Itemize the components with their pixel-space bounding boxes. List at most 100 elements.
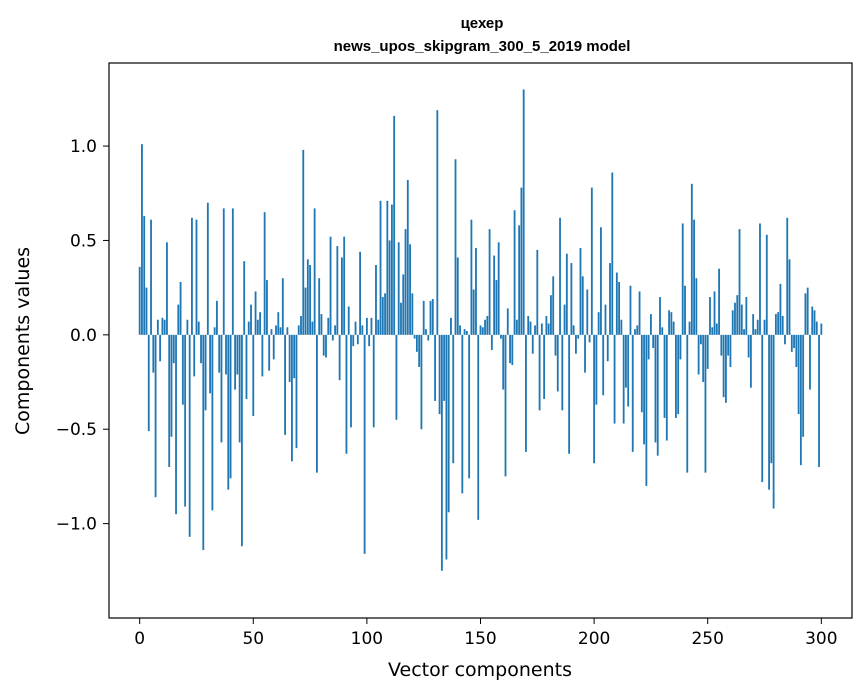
bar-component-242	[688, 321, 691, 335]
bar-component-175	[536, 249, 539, 335]
chart-title-line2: news_upos_skipgram_300_5_2019 model	[334, 38, 631, 55]
bar-component-183	[554, 334, 557, 356]
bar-component-62	[279, 327, 282, 335]
bar-component-250	[706, 334, 709, 369]
bar-component-57	[268, 334, 271, 371]
bar-component-290	[797, 334, 800, 415]
bar-component-158	[497, 242, 500, 335]
bar-component-123	[418, 334, 421, 367]
bar-component-59	[272, 334, 275, 360]
bar-component-13	[168, 334, 171, 467]
bar-component-12	[166, 242, 168, 335]
bar-component-249	[704, 334, 707, 473]
x-tick-label: 100	[351, 629, 383, 649]
bar-component-195	[581, 276, 584, 335]
bar-component-209	[613, 334, 616, 424]
bar-component-154	[488, 229, 491, 335]
bar-component-55	[263, 212, 266, 335]
bar-component-109	[386, 200, 389, 335]
bar-component-43	[236, 334, 239, 375]
bar-component-181	[550, 295, 552, 335]
bar-component-222	[643, 334, 646, 445]
bar-component-133	[440, 334, 443, 571]
bar-component-267	[745, 297, 748, 335]
bar-component-105	[377, 319, 380, 335]
bar-series	[138, 89, 823, 571]
bar-component-180	[547, 323, 550, 335]
bar-component-178	[543, 334, 546, 400]
bar-component-299	[818, 334, 820, 467]
bar-component-25	[195, 219, 198, 335]
bar-component-208	[611, 172, 614, 335]
chart-title-line1: цехер	[461, 15, 504, 32]
bar-component-215	[627, 334, 630, 407]
bar-component-199	[590, 187, 593, 335]
plot-frame	[108, 62, 853, 619]
x-tick-label: 250	[691, 629, 723, 649]
bar-component-50	[252, 334, 255, 417]
x-tick-label: 200	[578, 629, 610, 649]
bar-component-168	[520, 187, 523, 335]
bar-component-101	[368, 334, 371, 347]
bar-component-35	[218, 334, 221, 373]
bar-component-171	[527, 315, 530, 335]
bar-component-270	[752, 314, 755, 335]
bar-component-20	[184, 334, 187, 507]
bar-component-284	[784, 334, 786, 345]
bar-component-240	[684, 285, 686, 335]
bar-component-102	[370, 317, 373, 335]
bar-component-78	[315, 334, 318, 473]
y-tick-label: 1.0	[70, 137, 97, 157]
bar-component-187	[563, 304, 566, 335]
bar-component-285	[786, 217, 789, 335]
bar-component-37	[222, 208, 225, 335]
bar-component-108	[384, 293, 386, 335]
bar-component-251	[709, 297, 711, 335]
bar-component-147	[472, 289, 475, 335]
bar-component-146	[470, 219, 473, 335]
bar-component-38	[225, 334, 227, 375]
bar-component-48	[247, 321, 250, 335]
bar-component-200	[593, 334, 596, 464]
bar-component-177	[540, 323, 543, 335]
x-axis-ticks: 0 50 100 150 200 250 300	[134, 618, 838, 649]
bar-component-135	[445, 334, 448, 560]
bar-component-201	[595, 334, 598, 405]
bar-component-92	[347, 306, 350, 335]
bar-component-51	[254, 291, 257, 335]
bar-component-129	[431, 298, 434, 335]
bar-component-293	[804, 293, 807, 335]
bar-component-160	[502, 334, 505, 390]
bar-component-134	[443, 334, 446, 401]
bar-component-166	[515, 319, 518, 335]
x-tick-label: 0	[134, 629, 145, 649]
bar-component-145	[468, 334, 471, 479]
bar-component-98	[361, 325, 364, 335]
bar-component-193	[577, 334, 580, 339]
bar-component-114	[397, 242, 400, 335]
bar-component-218	[634, 329, 636, 335]
bar-component-169	[522, 89, 525, 335]
bar-component-73	[304, 287, 307, 335]
bar-component-65	[286, 327, 289, 335]
bar-component-58	[270, 329, 273, 335]
bar-component-255	[718, 268, 720, 335]
bar-component-235	[672, 321, 675, 335]
bar-component-74	[306, 259, 309, 335]
bar-component-111	[390, 204, 393, 335]
bar-component-19	[181, 334, 184, 405]
bar-component-34	[216, 300, 218, 335]
bar-component-107	[381, 297, 384, 335]
bar-component-269	[749, 334, 752, 388]
bar-component-174	[534, 325, 536, 335]
bar-component-75	[309, 264, 311, 335]
bar-component-47	[245, 334, 248, 400]
bar-component-131	[436, 110, 439, 335]
bar-component-141	[459, 325, 461, 335]
bar-component-300	[820, 323, 823, 335]
bar-component-279	[772, 334, 775, 509]
bar-component-144	[465, 331, 468, 335]
bar-component-110	[388, 240, 391, 335]
y-tick-label: 0.0	[70, 326, 97, 346]
bar-component-49	[250, 304, 252, 335]
